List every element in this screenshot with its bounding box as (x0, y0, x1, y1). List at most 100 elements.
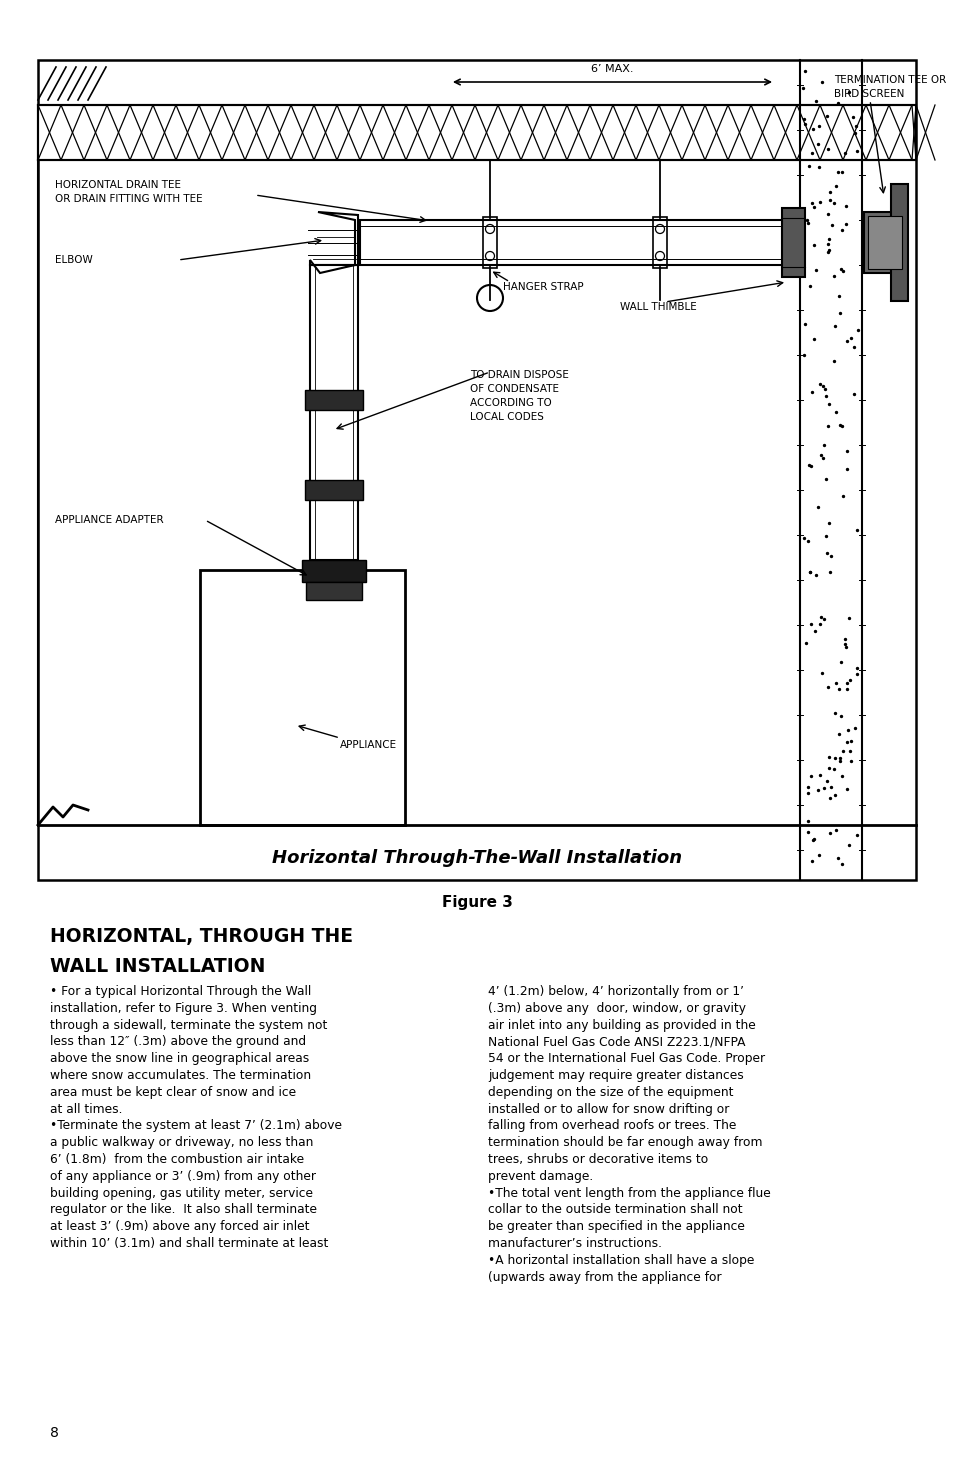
Point (815, 375, 830, 398)
Point (800, 776, 815, 799)
Bar (359, 220, 800, 266)
Point (797, 59, 812, 83)
Point (847, 114, 862, 137)
Point (832, 749, 847, 773)
Point (813, 442, 828, 466)
Point (825, 264, 841, 288)
Point (827, 819, 842, 842)
Point (844, 105, 860, 128)
Point (837, 633, 852, 656)
Point (821, 757, 836, 780)
Point (838, 730, 853, 754)
Point (802, 764, 818, 788)
Point (839, 457, 854, 481)
Point (819, 770, 834, 794)
Point (795, 77, 810, 100)
Point (845, 382, 861, 406)
Point (819, 137, 834, 161)
Point (848, 518, 863, 541)
Point (827, 671, 842, 695)
Point (805, 327, 821, 351)
Point (838, 212, 853, 236)
Point (849, 319, 864, 342)
Point (825, 192, 841, 215)
Point (832, 413, 847, 437)
Point (813, 69, 828, 93)
Point (830, 161, 845, 184)
Point (796, 342, 811, 366)
Point (821, 237, 836, 261)
Bar (310, 266, 357, 560)
Point (815, 608, 830, 631)
Point (826, 757, 841, 780)
Point (845, 335, 861, 358)
Point (797, 112, 812, 136)
Point (804, 117, 820, 140)
Point (835, 739, 850, 763)
Point (849, 656, 864, 680)
Text: TO DRAIN DISPOSE
OF CONDENSATE
ACCORDING TO
LOCAL CODES: TO DRAIN DISPOSE OF CONDENSATE ACCORDING… (470, 370, 568, 422)
Point (838, 671, 853, 695)
Point (841, 668, 857, 692)
Point (809, 133, 824, 156)
Text: 4’ (1.2m) below, 4’ horizontally from or 1’
(.3m) above any  door, window, or gr: 4’ (1.2m) below, 4’ horizontally from or… (488, 985, 770, 1283)
Bar (302, 560, 366, 583)
Point (812, 763, 827, 786)
Point (803, 848, 819, 872)
Point (849, 140, 864, 164)
Point (800, 212, 815, 236)
Point (820, 674, 835, 698)
Point (807, 563, 822, 587)
Point (826, 783, 841, 807)
Point (815, 445, 830, 469)
Text: WALL THIMBLE: WALL THIMBLE (619, 302, 696, 313)
Point (837, 636, 852, 659)
Point (823, 214, 839, 237)
Point (825, 350, 841, 373)
Bar (38, 105, 915, 159)
Point (822, 544, 838, 568)
Point (838, 193, 853, 217)
Point (837, 627, 852, 650)
Point (839, 440, 854, 463)
Point (810, 114, 825, 137)
Point (800, 820, 815, 844)
Point (811, 844, 826, 867)
Point (796, 108, 811, 131)
Point (822, 822, 838, 845)
Point (801, 453, 816, 476)
Point (841, 606, 856, 630)
Point (803, 142, 819, 165)
Polygon shape (310, 212, 357, 273)
Point (831, 677, 846, 701)
Point (800, 530, 815, 553)
Point (819, 105, 834, 128)
Point (812, 190, 827, 214)
Point (815, 776, 830, 799)
Point (849, 662, 864, 686)
Text: Figure 3: Figure 3 (441, 895, 512, 910)
Text: WALL INSTALLATION: WALL INSTALLATION (50, 957, 265, 976)
Point (832, 650, 847, 674)
Point (798, 631, 813, 655)
Bar (863, 212, 905, 273)
Text: APPLIANCE ADAPTER: APPLIANCE ADAPTER (55, 515, 164, 525)
Point (848, 823, 863, 847)
Point (833, 257, 848, 280)
Bar (482, 217, 497, 268)
Point (830, 847, 845, 870)
Point (832, 746, 847, 770)
Point (846, 717, 862, 740)
Point (818, 468, 833, 491)
Point (842, 729, 858, 752)
Point (835, 260, 850, 283)
Point (826, 314, 841, 338)
Bar (867, 215, 901, 268)
Point (835, 485, 850, 509)
Point (820, 745, 835, 768)
Point (807, 88, 822, 112)
Point (839, 777, 854, 801)
Point (801, 274, 817, 298)
Point (836, 142, 851, 165)
Text: HANGER STRAP: HANGER STRAP (502, 282, 583, 292)
